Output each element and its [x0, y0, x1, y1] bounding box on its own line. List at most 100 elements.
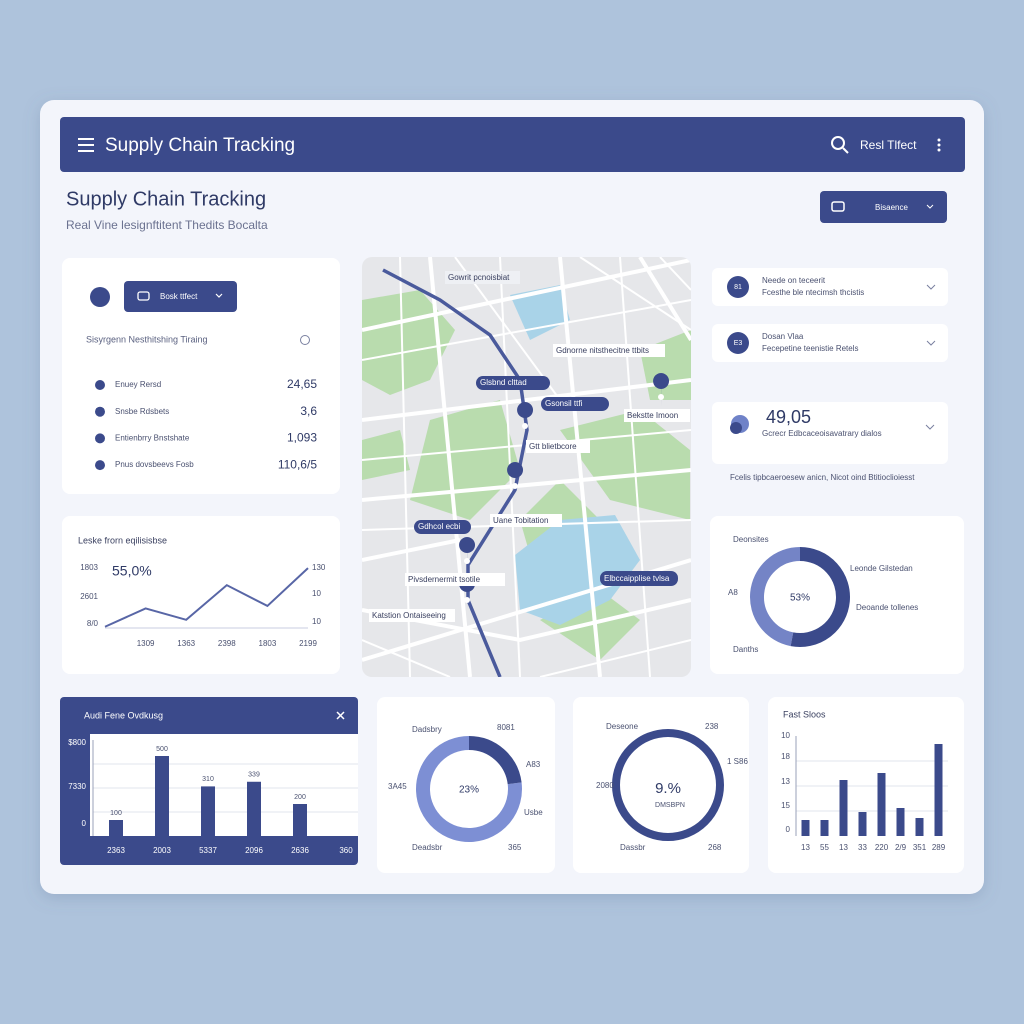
- donut-label: Deadsbr: [412, 843, 443, 852]
- map-pin-dot: [464, 394, 664, 603]
- row-bullet: [95, 406, 105, 417]
- gauge-label: 268: [708, 843, 722, 852]
- map-park: [362, 430, 410, 480]
- side-chevron[interactable]: [926, 340, 936, 346]
- map-label: Gtt blietbcore: [529, 442, 577, 451]
- side-item: [712, 324, 948, 362]
- stat-card: [712, 402, 948, 464]
- close-icon[interactable]: [336, 711, 345, 720]
- bar: [915, 818, 924, 836]
- bar2-panel: [768, 697, 964, 873]
- gauge-sub: DMSBPN: [655, 802, 685, 809]
- action-button[interactable]: [820, 191, 947, 223]
- map-label-bg: [624, 409, 690, 422]
- stat-chevron[interactable]: [925, 424, 935, 430]
- page-title: Supply Chain Tracking: [66, 188, 266, 210]
- map-label-bg: [541, 397, 609, 411]
- side-badge: [727, 332, 749, 354]
- bar: [247, 781, 261, 836]
- close-line: [336, 711, 345, 720]
- map-street: [362, 258, 691, 332]
- x-tick-label: 13: [839, 843, 848, 852]
- summary-button-label: Bosk ttfect: [160, 292, 198, 301]
- avatar: [90, 287, 110, 307]
- map-pin[interactable]: [653, 373, 670, 407]
- map-lane: [659, 257, 691, 291]
- x-tick-label: 33: [858, 843, 867, 852]
- page-subtitle: Real Vine lesignftitent Thedits Bocalta: [66, 218, 268, 232]
- bar: [858, 812, 867, 836]
- map-pin-dot: [522, 423, 528, 429]
- side-list: 81 Neede on teceerit Fcesthe ble ntecimsh …: [712, 268, 948, 362]
- stat-icon-inner: [730, 422, 742, 434]
- y-axis-label: 2601: [80, 592, 98, 601]
- gauge-label: 2080: [596, 781, 614, 790]
- donut2-panel: [377, 697, 555, 873]
- y-axis-label: 0: [786, 825, 791, 834]
- value-label: 200: [294, 794, 306, 801]
- map-label: Glsbnd clttad: [480, 378, 527, 387]
- map-lane: [399, 257, 411, 677]
- y-axis-label: 0: [82, 819, 87, 828]
- x-tick-label: 2096: [245, 846, 263, 855]
- donut-label: Leonde Gilstedan: [850, 564, 913, 573]
- summary-button[interactable]: [124, 281, 237, 312]
- map-label-bg: [476, 376, 550, 390]
- donut-arc: [790, 547, 850, 647]
- summary-rows: Enuey Rersd 24,65 Snsbe Rdsbets 3,6 Entienbr…: [95, 377, 317, 471]
- y-axis-label: 13: [781, 777, 790, 786]
- donut-label: Deoande tollenes: [856, 603, 918, 612]
- y-axis-label: 7330: [68, 782, 86, 791]
- side-chevron[interactable]: [926, 284, 936, 290]
- summary-panel: [62, 258, 340, 494]
- button-chevron: [926, 204, 934, 209]
- map-pin[interactable]: [459, 537, 476, 571]
- search-icon[interactable]: [831, 136, 849, 154]
- map-label-bg: [490, 514, 562, 527]
- side-item-text: Fcesthe ble ntecimsh thcistis: [762, 288, 864, 297]
- button-icon: [831, 201, 845, 212]
- bar: [293, 804, 307, 836]
- bar: [877, 773, 886, 836]
- donut-label: Dadsbry: [412, 725, 442, 734]
- summary-chevron[interactable]: [215, 293, 223, 298]
- side-badge-text: E3: [734, 340, 743, 347]
- kebab-menu[interactable]: [937, 138, 941, 152]
- value-label: 339: [248, 772, 260, 779]
- row-label: Enuey Rersd: [115, 380, 161, 389]
- donut-label: A83: [526, 760, 541, 769]
- summary-button-icon: [137, 291, 150, 301]
- donut-label: Danths: [733, 645, 758, 654]
- donut-track: [416, 736, 522, 842]
- row-value: 110,6/5: [278, 457, 317, 471]
- map-label: Katstion Ontaiseeing: [372, 611, 446, 620]
- gauge-label: Deseone: [606, 722, 639, 731]
- summary-status: [300, 335, 310, 345]
- map-lake: [515, 515, 640, 625]
- x-tick-label: 2398: [218, 639, 236, 648]
- gauge-label: Dassbr: [620, 843, 646, 852]
- gauge-center: 9.%: [655, 780, 681, 797]
- row-bullet: [95, 460, 105, 471]
- value-label: 100: [110, 810, 122, 817]
- map-street: [558, 257, 602, 677]
- x-tick-label: 2199: [299, 639, 317, 648]
- x-tick-label: 2/9: [895, 843, 907, 852]
- map-pin[interactable]: [507, 462, 524, 496]
- bar: [201, 786, 215, 836]
- donut-label: Deonsites: [733, 535, 769, 544]
- x-tick-label: 55: [820, 843, 829, 852]
- x-tick-label: 1363: [177, 639, 195, 648]
- user-name[interactable]: Resl Tlfect: [860, 138, 917, 152]
- kebab-dot: [937, 148, 941, 152]
- chart-title: Audi Fene Ovdkusg: [84, 710, 163, 720]
- map-label-bg: [445, 271, 520, 284]
- side-badge: [727, 276, 749, 298]
- map-pin[interactable]: [517, 402, 534, 436]
- map-label-bg: [553, 344, 665, 357]
- map-label-bg: [414, 520, 471, 534]
- menu-icon[interactable]: [78, 138, 94, 152]
- side-item: [712, 268, 948, 306]
- header-bar: [60, 117, 965, 172]
- donut-center: 53%: [790, 593, 810, 604]
